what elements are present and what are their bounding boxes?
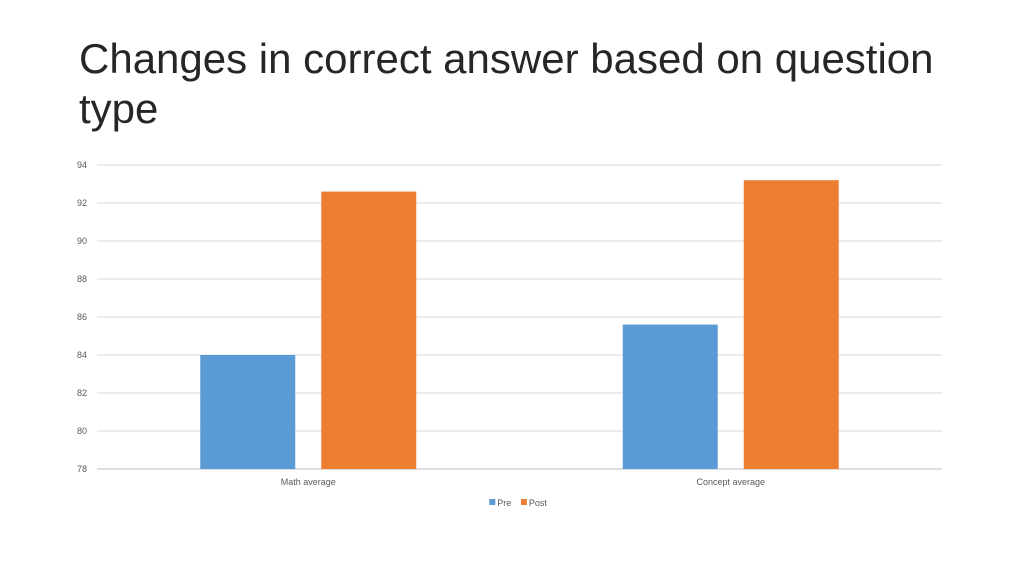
y-tick-label: 82 — [77, 388, 87, 398]
legend-swatch-post — [520, 499, 527, 505]
legend: Pre Post — [489, 498, 547, 508]
y-tick-label: 86 — [77, 312, 87, 322]
y-tick-label: 88 — [77, 274, 87, 284]
x-axis-categories: Math average Concept average — [281, 477, 765, 487]
bar-post-1 — [743, 180, 839, 469]
bar-post-0 — [321, 191, 417, 469]
y-axis-ticks: 78 80 82 84 86 88 90 92 94 — [77, 160, 87, 474]
y-tick-label: 84 — [77, 350, 87, 360]
y-tick-label: 92 — [77, 198, 87, 208]
y-tick-label: 78 — [77, 464, 87, 474]
legend-label-pre: Pre — [497, 498, 511, 508]
legend-swatch-pre — [489, 499, 496, 505]
legend-label-post: Post — [529, 498, 548, 508]
y-tick-label: 90 — [77, 236, 87, 246]
x-category-label: Concept average — [696, 477, 765, 487]
y-tick-label: 94 — [77, 160, 87, 170]
y-tick-label: 80 — [77, 426, 87, 436]
bar-pre-1 — [622, 324, 718, 469]
x-category-label: Math average — [281, 477, 336, 487]
bar-pre-0 — [200, 355, 296, 469]
slide-title: Changes in correct answer based on quest… — [79, 35, 934, 132]
bars — [200, 180, 839, 469]
